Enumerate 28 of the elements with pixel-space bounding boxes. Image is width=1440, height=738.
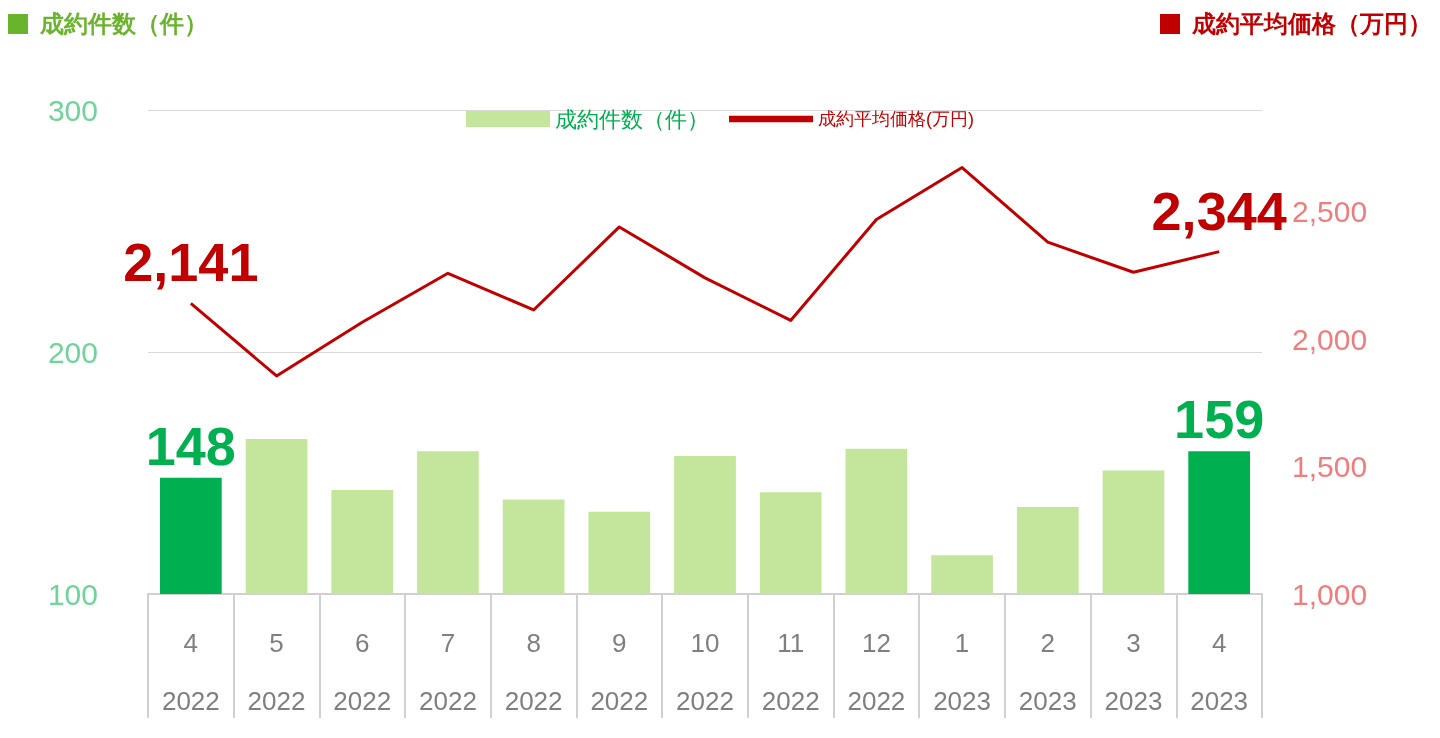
x-tick-label: 2 2023 (1018, 628, 1077, 716)
x-tick-label: 7 2022 (419, 628, 477, 716)
x-tick-label: 6 2022 (333, 628, 392, 716)
x-tick-label: 3 2023 (1104, 628, 1163, 716)
x-tick-label: 8 2022 (504, 628, 563, 716)
y-tick-label: 100 (47, 577, 98, 611)
x-tick-label: 4 2022 (161, 628, 220, 716)
data-label: 148 (145, 415, 236, 476)
x-tick-label: 9 2022 (590, 628, 649, 716)
y2-tick-label: 1,500 (1292, 450, 1368, 484)
y2-tick-label: 1,000 (1292, 577, 1368, 611)
data-label: 159 (1174, 389, 1265, 450)
legend-label: 成約平均価格(万円) (818, 109, 975, 129)
x-tick-label: 11 2022 (761, 628, 820, 716)
legend-label: 成約件数（件） (555, 106, 710, 132)
y2-tick-label: 2,000 (1292, 322, 1368, 356)
x-tick-label: 1 2023 (933, 628, 991, 716)
x-tick-label: 4 2023 (1190, 628, 1249, 716)
x-tick-label: 12 2022 (847, 628, 906, 716)
y-tick-label: 200 (47, 335, 98, 369)
x-tick-label: 5 2022 (247, 628, 306, 716)
y-axis-title: 成約件数（件） (40, 9, 208, 40)
x-tick-label: 10 2022 (676, 628, 734, 716)
y2-tick-label: 2,500 (1292, 195, 1368, 229)
y-tick-label: 300 (47, 93, 98, 127)
data-label: 2,344 (1151, 180, 1287, 241)
y2-axis-title: 成約平均価格（万円） (1192, 9, 1432, 40)
data-label: 2,141 (123, 232, 259, 293)
